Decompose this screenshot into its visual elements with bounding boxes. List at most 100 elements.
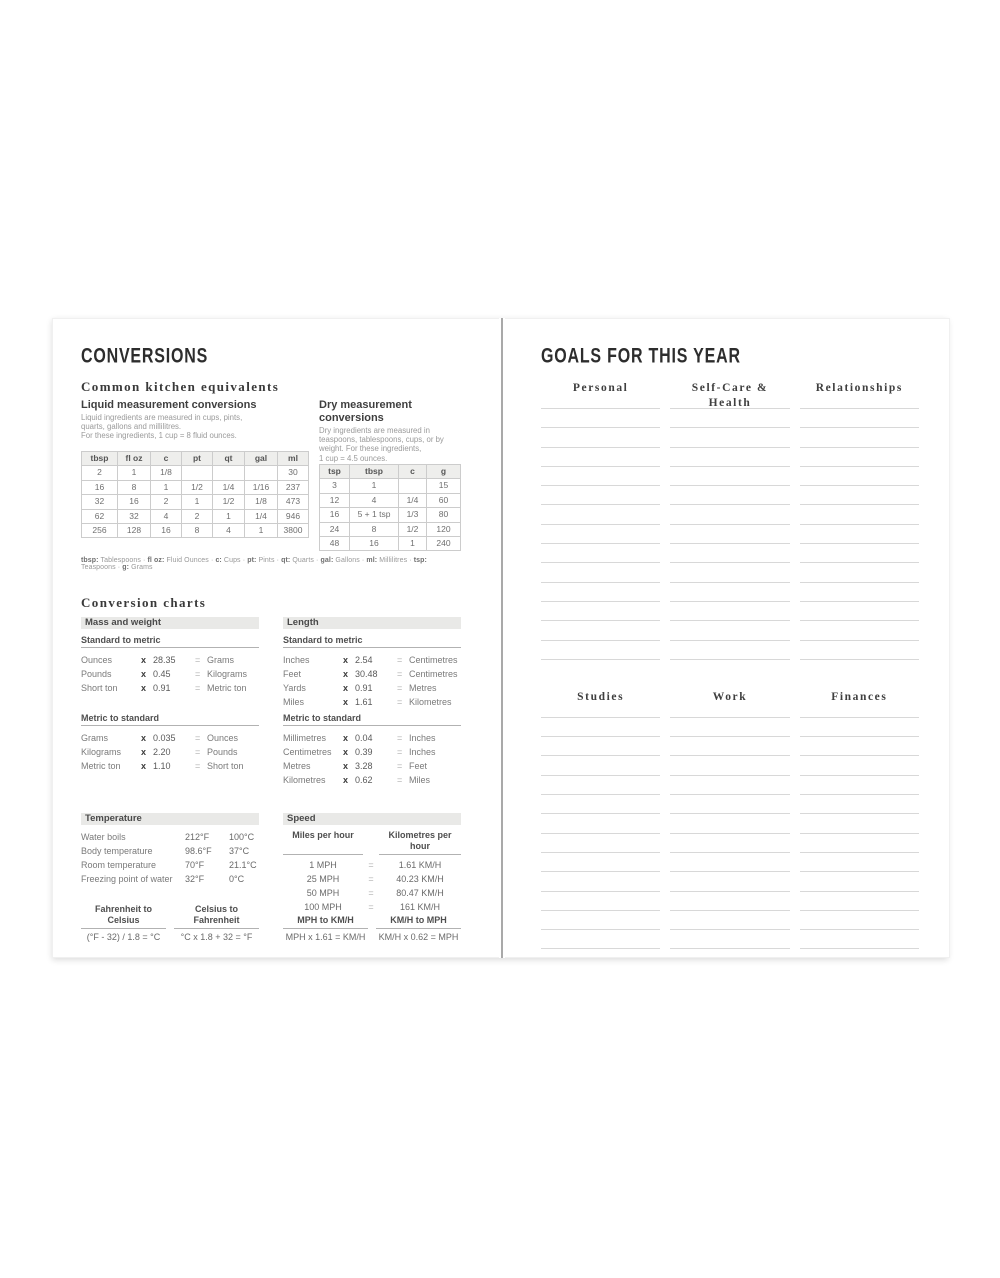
table-cell: 1 <box>150 479 182 496</box>
goal-line <box>541 834 661 853</box>
table-cell: 1 <box>181 494 213 510</box>
goal-line <box>670 795 790 815</box>
unit-label: Feet <box>283 669 302 680</box>
conversion-charts-grid: Mass and weight Standard to metric Ounces x… <box>81 617 461 942</box>
factor-value: 0.39 <box>355 747 373 758</box>
table-cell: 48 <box>319 536 350 552</box>
multiply-sign: x <box>343 761 349 772</box>
goal-line <box>541 756 661 776</box>
result-unit: Miles <box>409 775 431 786</box>
unit-label: Short ton <box>81 683 118 694</box>
equals-sign: = <box>397 747 403 758</box>
speed-header-kmh: Kilometres per hour <box>379 830 461 856</box>
result-unit: Kilograms <box>207 669 248 680</box>
conversion-row: Yards x 0.91 = Metres <box>283 681 461 695</box>
goal-writing-lines <box>541 705 661 950</box>
table-header-cell: g <box>426 463 461 480</box>
goal-line <box>670 396 790 409</box>
formula-heading: MPH to KM/H <box>283 915 368 929</box>
liquid-table: tbsp fl oz c pt qt gal ml 2 1 1/8 30 16 8 1 1/2 1/4 1/16… <box>81 450 309 539</box>
table-cell: 1 <box>349 478 399 494</box>
speed-section: Speed Miles per hour Kilometres per hour 1 … <box>283 813 461 942</box>
conversion-row: Kilograms x 2.20 = Pounds <box>81 745 259 759</box>
goal-line <box>799 853 919 873</box>
table-cell <box>244 465 278 481</box>
mass-weight-section: Mass and weight Standard to metric Ounces x… <box>81 617 259 787</box>
formula-blocks: MPH to KM/H MPH x 1.61 = KM/H KM/H to MPH K… <box>283 915 461 943</box>
conversion-rows: Ounces x 28.35 = Grams Pounds x 0.45 = Kilograms S… <box>81 648 259 711</box>
goal-line <box>670 911 790 931</box>
fahrenheit-value: 212°F <box>185 832 210 843</box>
multiply-sign: x <box>141 733 147 744</box>
formula-heading: KM/H to MPH <box>376 915 461 929</box>
goal-line <box>541 409 661 429</box>
table-row: 2 1 1/8 30 <box>81 465 309 481</box>
table-header-cell: tsp <box>319 463 350 480</box>
goal-line <box>799 756 919 776</box>
goal-groups: Personal Self-Care & Health Relationships S… <box>541 381 919 950</box>
goal-line <box>799 911 919 931</box>
unit-label: Miles <box>283 697 305 708</box>
multiply-sign: x <box>343 655 349 666</box>
multiply-sign: x <box>343 775 349 786</box>
mph-value: 25 MPH <box>306 873 340 884</box>
legend-abbr: ml: <box>366 557 378 565</box>
table-cell: 2 <box>181 508 213 525</box>
temperature-section: Temperature Water boils 212°F 100°C Body tem… <box>81 813 259 942</box>
table-cell: 128 <box>117 523 151 539</box>
table-cell: 1/4 <box>212 479 245 496</box>
table-cell: 1/2 <box>398 521 427 538</box>
table-cell: 4 <box>349 492 399 509</box>
abbreviation-legend: tbsp: Tablespoons · fl oz: Fluid Ounces … <box>81 557 427 572</box>
goal-line <box>799 930 919 950</box>
goal-line <box>799 892 919 911</box>
equals-sign: = <box>397 669 403 680</box>
length-section: Length Standard to metric Inches x 2.54 = Cent… <box>283 617 461 787</box>
goal-writing-lines <box>541 396 661 660</box>
planner-spread: CONVERSIONS Common kitchen equivalents L… <box>52 318 950 958</box>
conversion-subtitle: Metric to standard <box>81 713 259 727</box>
kitchen-equivalents-heading: Common kitchen equivalents <box>81 379 280 394</box>
goal-line <box>670 892 790 911</box>
table-cell: 3 <box>319 478 350 494</box>
multiply-sign: x <box>141 669 147 680</box>
goal-line <box>541 428 661 448</box>
equals-sign: = <box>397 761 403 772</box>
fahrenheit-value: 70°F <box>185 860 205 871</box>
table-cell: 2 <box>81 465 118 481</box>
goal-line <box>670 467 790 487</box>
mph-value: 50 MPH <box>306 888 340 899</box>
goal-line <box>799 814 919 834</box>
table-cell: 1 <box>244 523 278 539</box>
goal-line <box>670 705 790 718</box>
goal-line <box>541 563 661 583</box>
speed-row: 25 MPH = 40.23 KM/H <box>283 872 461 886</box>
multiply-sign: x <box>343 733 349 744</box>
formula-heading: Celsius to Fahrenheit <box>174 904 259 929</box>
table-cell: 237 <box>277 479 309 496</box>
goal-column-work: Work <box>670 690 790 950</box>
table-cell: 1 <box>117 465 151 481</box>
goal-line <box>541 795 661 815</box>
legend-abbr: tsp: <box>413 557 427 565</box>
dry-conversions-column: Dry measurement conversions Dry ingredie… <box>319 399 461 552</box>
equals-sign: = <box>368 873 374 884</box>
goal-line <box>670 930 790 950</box>
goal-line <box>670 544 790 564</box>
unit-label: Grams <box>81 733 108 744</box>
table-header-cell: tbsp <box>81 450 118 467</box>
table-cell: 8 <box>117 479 151 496</box>
factor-value: 3.28 <box>355 761 373 772</box>
multiply-sign: x <box>141 747 147 758</box>
goal-line <box>541 396 661 409</box>
formula-text: (°F - 32) / 1.8 = °C <box>86 931 161 942</box>
temperature-label: Room temperature <box>81 860 157 871</box>
factor-value: 0.91 <box>153 683 171 694</box>
multiply-sign: x <box>141 683 147 694</box>
temperature-label: Body temperature <box>81 846 153 857</box>
legend-abbr: g: <box>122 564 130 572</box>
table-header-cell: c <box>150 450 182 467</box>
table-header-cell: fl oz <box>117 450 151 467</box>
factor-value: 2.20 <box>153 747 171 758</box>
table-cell: 3800 <box>277 523 309 539</box>
